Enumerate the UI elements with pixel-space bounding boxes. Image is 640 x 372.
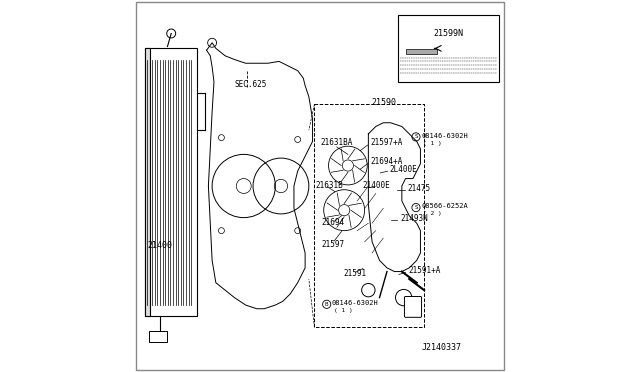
Text: 21591: 21591 bbox=[343, 269, 366, 278]
Text: S: S bbox=[414, 205, 418, 210]
Text: 21694+A: 21694+A bbox=[370, 157, 403, 166]
Text: ( 2 ): ( 2 ) bbox=[424, 211, 442, 217]
Text: B: B bbox=[325, 302, 328, 307]
Text: 21599N: 21599N bbox=[433, 29, 463, 38]
Text: 2L400E: 2L400E bbox=[390, 165, 418, 174]
Text: 08146-6302H: 08146-6302H bbox=[421, 133, 468, 139]
Text: 08146-6302H: 08146-6302H bbox=[332, 300, 378, 306]
Text: 21597: 21597 bbox=[322, 240, 345, 249]
Text: 21493N: 21493N bbox=[400, 214, 428, 223]
Text: ( 1 ): ( 1 ) bbox=[424, 141, 442, 146]
Text: 21590: 21590 bbox=[371, 98, 396, 107]
Text: 08566-6252A: 08566-6252A bbox=[421, 203, 468, 209]
Circle shape bbox=[167, 29, 175, 38]
FancyBboxPatch shape bbox=[398, 15, 499, 82]
FancyBboxPatch shape bbox=[149, 331, 168, 342]
FancyBboxPatch shape bbox=[145, 48, 197, 316]
Text: 21400: 21400 bbox=[147, 241, 172, 250]
Text: 21631BA: 21631BA bbox=[320, 138, 353, 147]
FancyBboxPatch shape bbox=[404, 296, 422, 317]
Text: S: S bbox=[414, 134, 418, 140]
FancyBboxPatch shape bbox=[145, 48, 150, 316]
Text: 21591+A: 21591+A bbox=[408, 266, 441, 275]
Text: 21631B: 21631B bbox=[315, 181, 343, 190]
Text: 21475: 21475 bbox=[408, 185, 431, 193]
Text: 21694: 21694 bbox=[322, 218, 345, 227]
Text: ( 1 ): ( 1 ) bbox=[334, 308, 353, 313]
Text: J2140337: J2140337 bbox=[421, 343, 461, 352]
Text: 21597+A: 21597+A bbox=[370, 138, 403, 147]
Text: 21400E: 21400E bbox=[363, 181, 390, 190]
FancyBboxPatch shape bbox=[406, 49, 437, 54]
Text: SEC.625: SEC.625 bbox=[234, 80, 267, 89]
